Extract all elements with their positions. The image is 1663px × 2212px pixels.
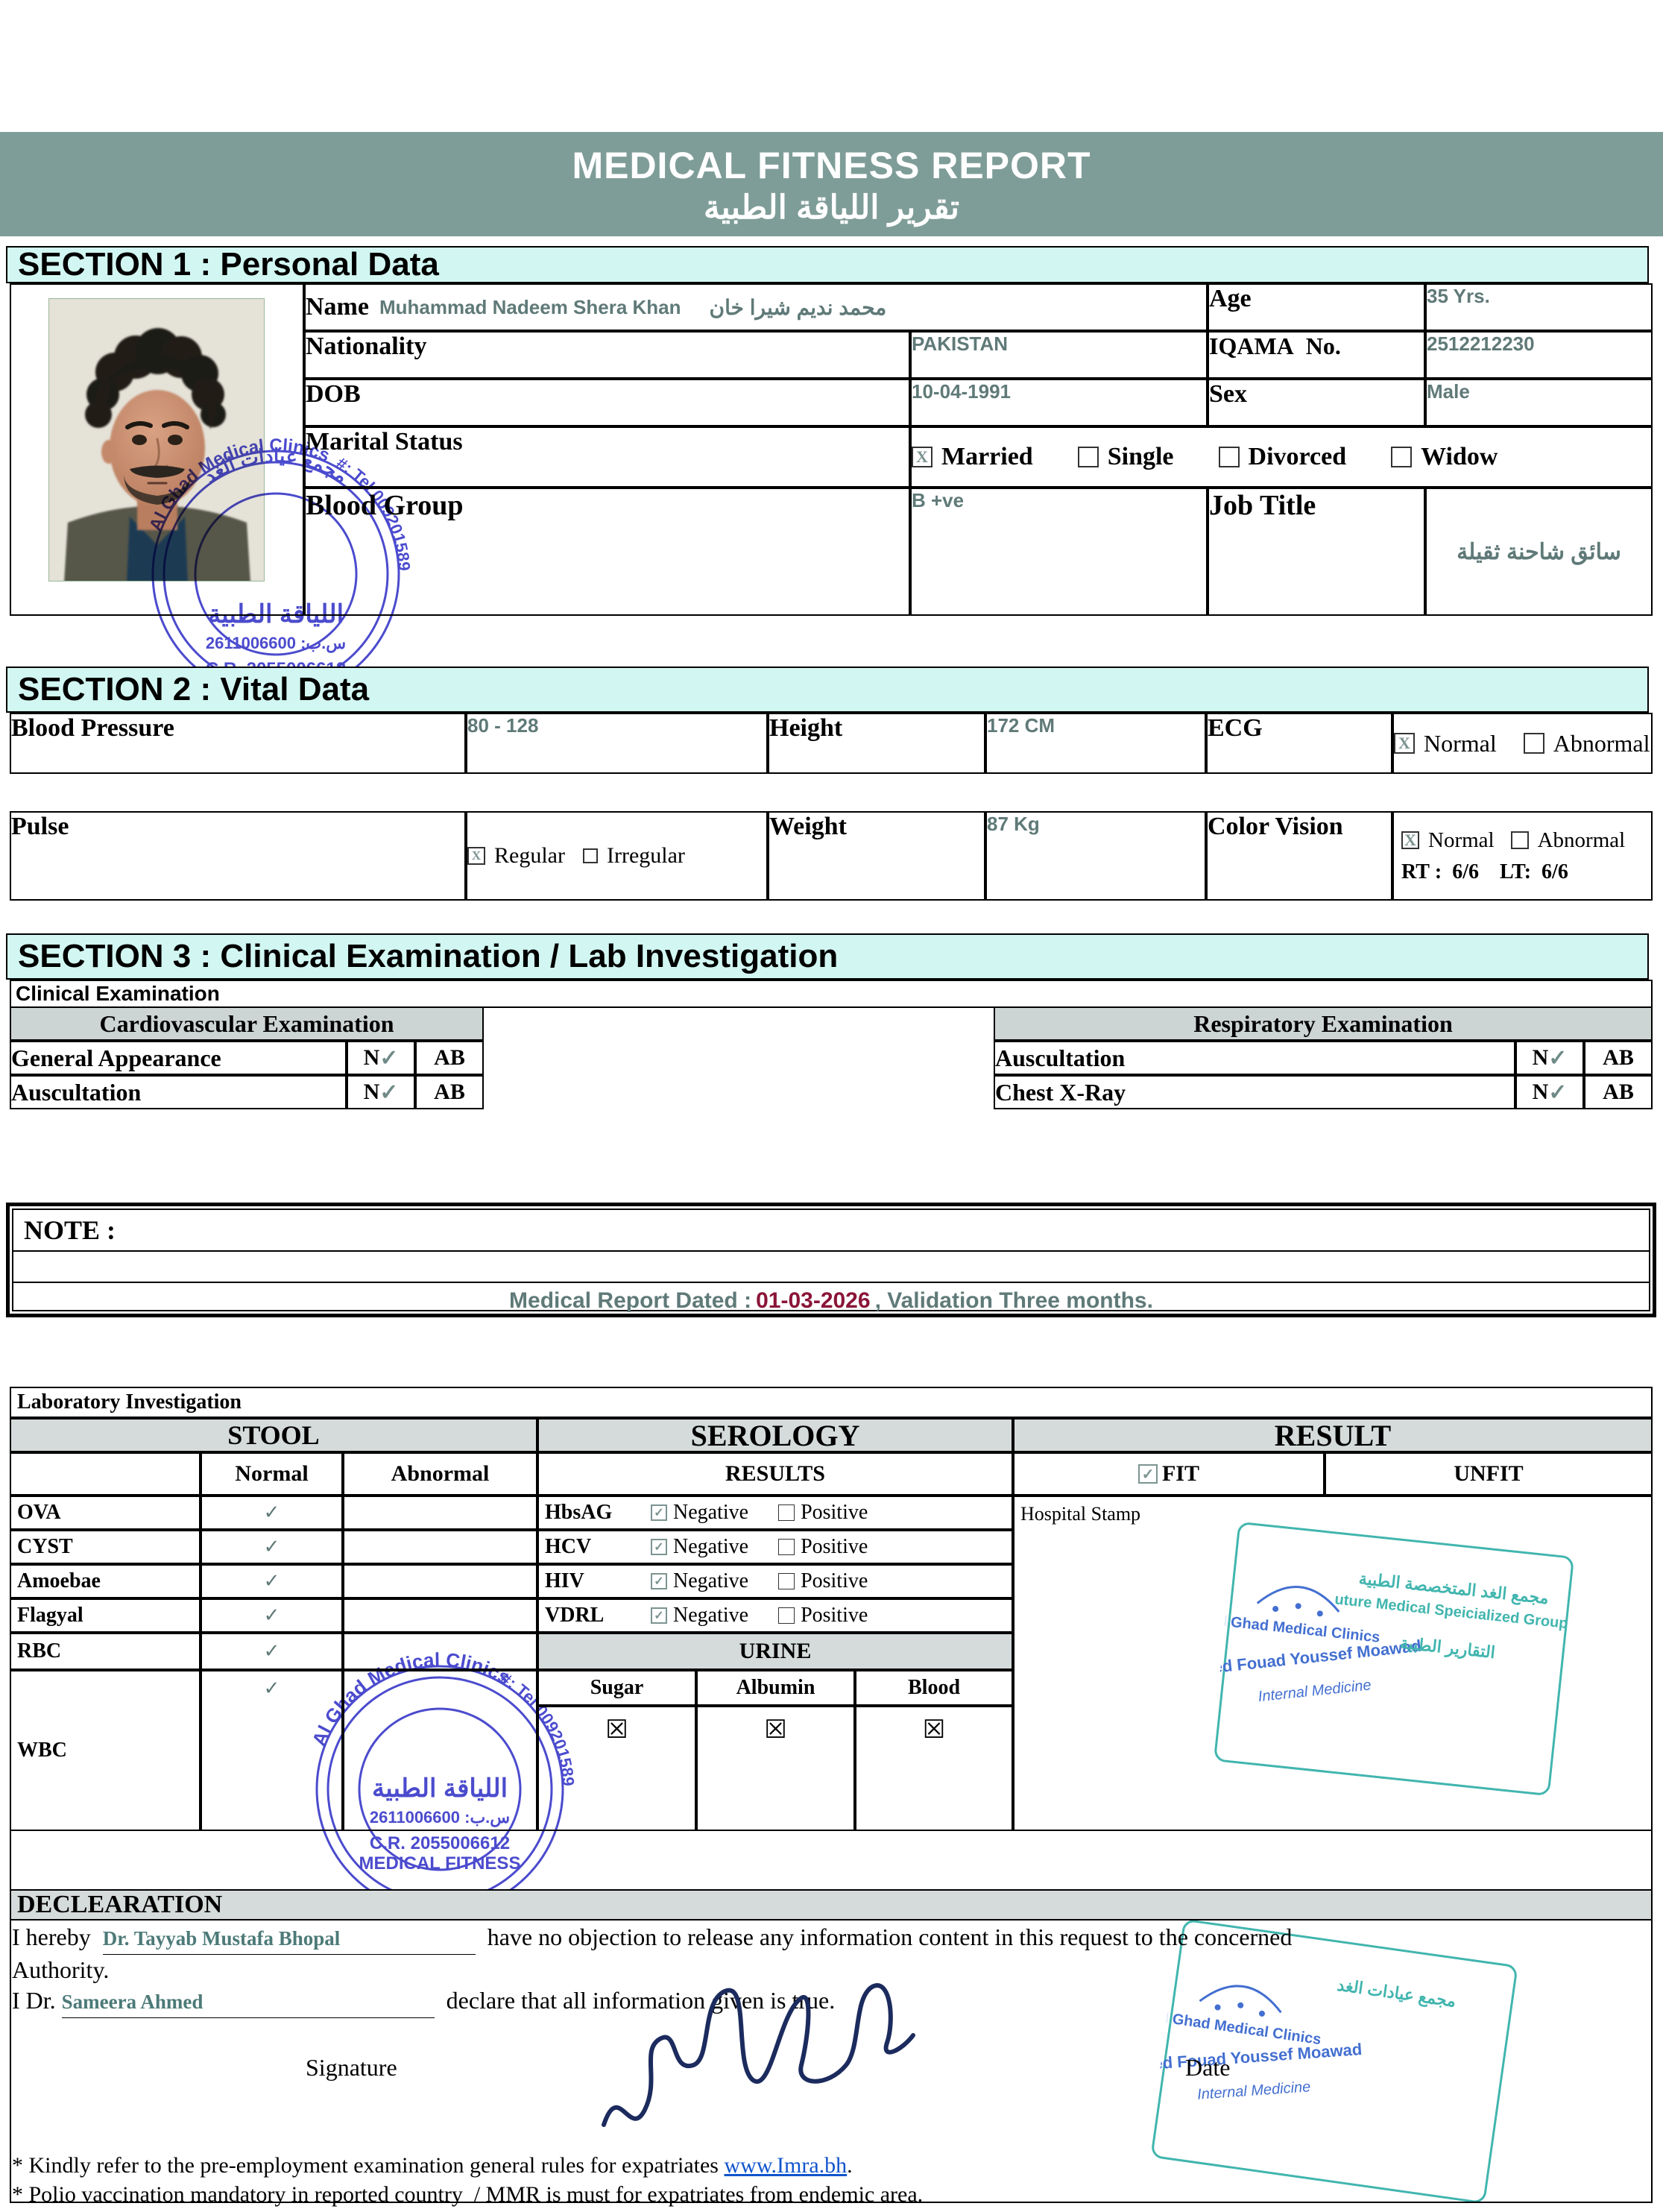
svg-text:س.ب: 2611006600: س.ب: 2611006600 [206,634,346,653]
